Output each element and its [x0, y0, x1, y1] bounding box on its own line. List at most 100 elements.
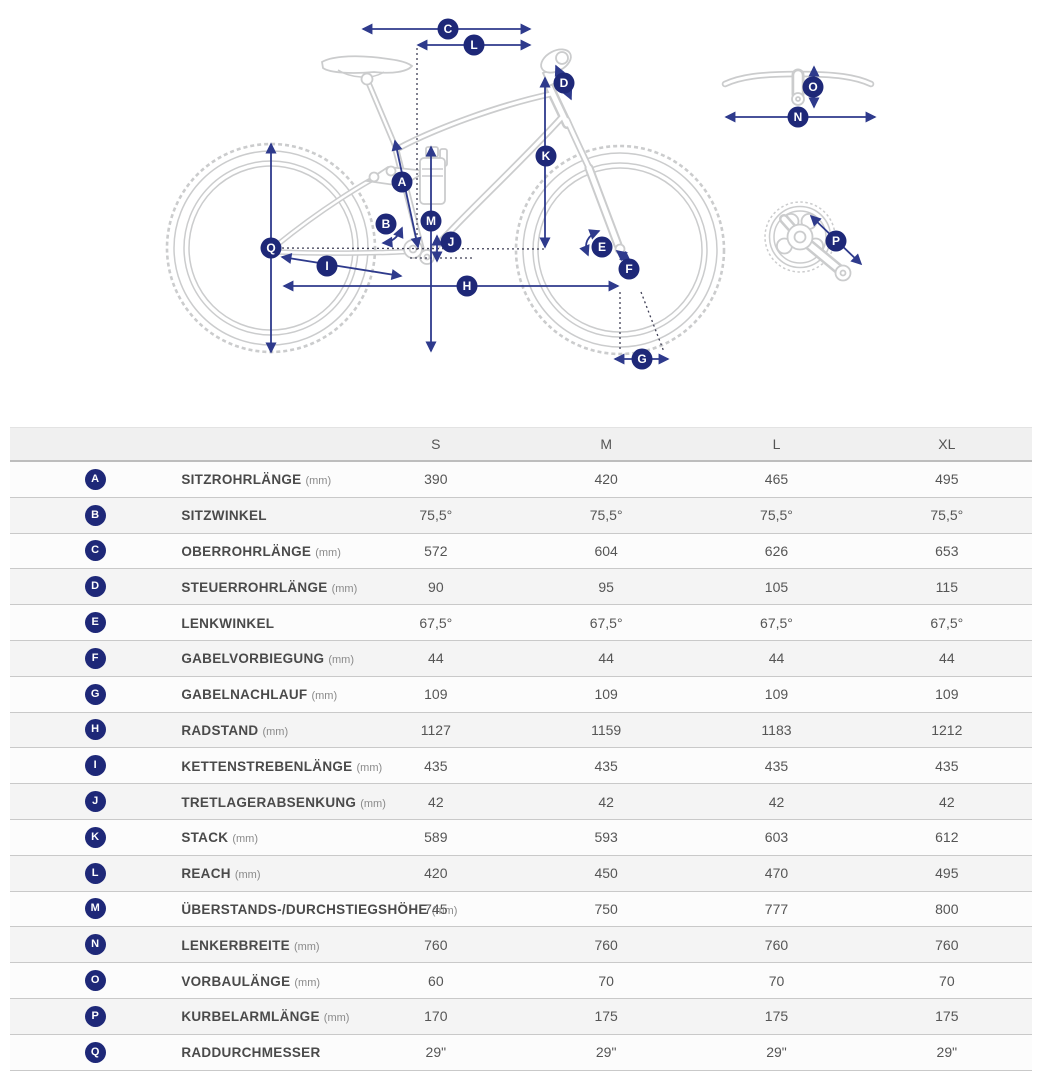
table-row: G GABELNACHLAUF (mm) 109 109 109 109 [10, 676, 1032, 713]
row-label-cell: KURBELARMLÄNGE (mm) [180, 998, 351, 1035]
row-label-cell: REACH (mm) [180, 855, 351, 892]
row-value: 42 [350, 783, 521, 820]
svg-text:H: H [463, 279, 472, 293]
table-row: B SITZWINKEL 75,5° 75,5° 75,5° 75,5° [10, 497, 1032, 534]
row-label: ÜBERSTANDS-/DURCHSTIEGSHÖHE [181, 901, 428, 917]
row-value: 109 [520, 676, 692, 713]
table-header-row: S M L XL [10, 427, 1032, 462]
row-label-cell: OBERROHRLÄNGE (mm) [180, 533, 351, 570]
header-empty-badge-col [10, 427, 181, 462]
row-label-cell: STEUERROHRLÄNGE (mm) [180, 568, 357, 606]
column-header-m: M [520, 427, 692, 462]
marker-badge-l: L [463, 34, 485, 56]
handlebar-top-view-icon [721, 68, 875, 106]
row-label-cell: RADDURCHMESSER [180, 1034, 351, 1071]
row-value: 465 [691, 461, 862, 498]
row-value: 70 [861, 962, 1032, 999]
row-value: 175 [861, 998, 1032, 1035]
row-unit: (mm) [315, 546, 341, 559]
svg-text:I: I [325, 259, 328, 273]
row-badge-cell: H [10, 712, 181, 749]
row-letter-badge: H [84, 719, 106, 741]
row-value: 109 [691, 676, 862, 713]
row-label: REACH [181, 866, 231, 882]
row-value: 470 [691, 855, 862, 892]
row-value: 175 [691, 998, 862, 1035]
row-value: 626 [691, 533, 862, 570]
row-value: 109 [350, 676, 521, 713]
svg-text:L: L [470, 38, 477, 52]
row-value: 435 [350, 747, 521, 785]
row-value: 90 [350, 568, 521, 606]
row-value: 420 [350, 855, 521, 892]
row-unit: (mm) [323, 1012, 350, 1025]
header-empty-label-col [180, 427, 351, 462]
svg-text:Q: Q [266, 241, 275, 255]
row-value: 390 [350, 461, 521, 498]
row-label-cell: LENKERBREITE (mm) [180, 926, 351, 964]
row-label-cell: SITZROHRLÄNGE (mm) [180, 461, 351, 498]
row-badge-cell: I [10, 747, 181, 785]
row-label: GABELVORBIEGUNG [181, 651, 325, 667]
row-value: 75,5° [861, 497, 1032, 534]
table-row: D STEUERROHRLÄNGE (mm) 90 95 105 115 [10, 568, 1032, 606]
row-value: 67,5° [861, 604, 1032, 641]
row-value: 67,5° [520, 604, 692, 641]
row-value: 800 [861, 891, 1032, 928]
row-unit: (mm) [328, 654, 354, 667]
row-badge-cell: D [10, 568, 181, 606]
table-row: F GABELVORBIEGUNG (mm) 44 44 44 44 [10, 640, 1032, 677]
row-letter-badge: P [84, 1005, 106, 1027]
geometry-marker-badges: A B C D E F G H I J K L M N O P Q [260, 18, 847, 370]
row-value: 44 [350, 640, 521, 677]
svg-text:N: N [794, 110, 803, 124]
marker-badge-m: M [420, 210, 442, 232]
row-badge-cell: A [10, 461, 181, 498]
row-value: 75,5° [350, 497, 521, 534]
table-row: H RADSTAND (mm) 1127 1159 1183 1212 [10, 712, 1032, 749]
row-value: 44 [691, 640, 862, 677]
svg-text:F: F [625, 262, 632, 276]
row-badge-cell: N [10, 926, 181, 964]
row-value: 67,5° [691, 604, 862, 641]
row-unit: (mm) [356, 761, 383, 774]
row-value: 42 [520, 783, 692, 820]
marker-badge-o: O [802, 76, 824, 98]
marker-badge-c: C [437, 18, 459, 40]
row-value: 572 [350, 533, 521, 570]
row-value: 105 [691, 568, 862, 606]
table-row: P KURBELARMLÄNGE (mm) 170 175 175 175 [10, 998, 1032, 1035]
row-label-cell: SITZWINKEL [180, 497, 351, 534]
row-label-cell: ÜBERSTANDS-/DURCHSTIEGSHÖHE (mm) [180, 891, 457, 928]
row-label: GABELNACHLAUF [181, 687, 308, 703]
row-label: STACK [181, 830, 229, 846]
row-badge-cell: B [10, 497, 181, 534]
table-row: M ÜBERSTANDS-/DURCHSTIEGSHÖHE (mm) 745 750 77… [10, 891, 1032, 928]
row-letter-badge: O [84, 970, 106, 992]
row-letter-badge: B [84, 504, 106, 526]
row-label: LENKWINKEL [181, 615, 275, 631]
row-label: KETTENSTREBENLÄNGE [181, 758, 353, 774]
row-letter-badge: D [84, 576, 106, 598]
row-badge-cell: G [10, 676, 181, 713]
row-label-cell: GABELVORBIEGUNG (mm) [180, 640, 354, 677]
row-value: 603 [691, 819, 862, 856]
row-value: 29" [520, 1034, 692, 1071]
row-value: 95 [520, 568, 692, 606]
marker-badge-a: A [391, 171, 413, 193]
row-letter-badge: K [84, 826, 106, 848]
svg-text:O: O [808, 80, 817, 94]
row-unit: (mm) [232, 833, 258, 846]
column-header-xl: XL [861, 427, 1032, 462]
row-letter-badge: Q [84, 1041, 106, 1063]
row-label: OBERROHRLÄNGE [181, 543, 312, 559]
row-value: 75,5° [520, 497, 692, 534]
row-value: 777 [691, 891, 862, 928]
row-value: 175 [520, 998, 692, 1035]
svg-text:K: K [542, 149, 551, 163]
row-letter-badge: E [84, 612, 106, 634]
marker-badge-e: E [591, 236, 613, 258]
row-value: 760 [691, 926, 862, 964]
row-value: 589 [350, 819, 521, 856]
row-letter-badge: I [84, 755, 106, 777]
